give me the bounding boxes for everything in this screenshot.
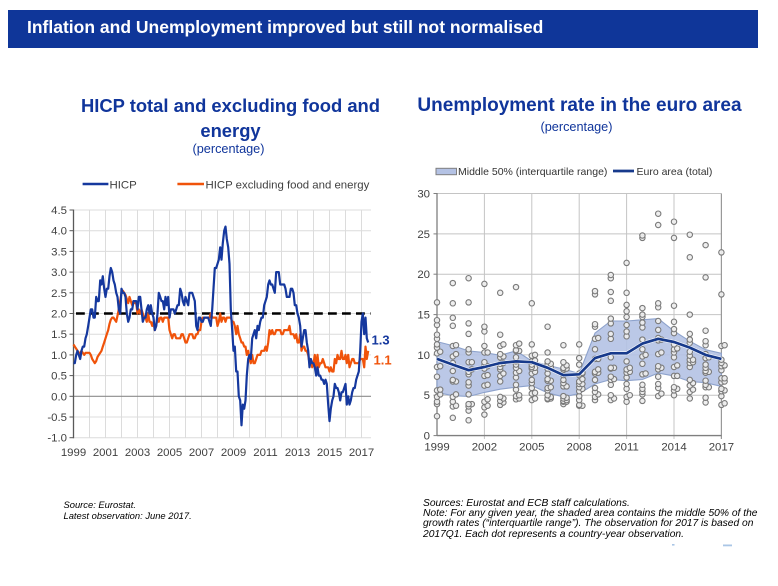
svg-text:25: 25 <box>417 229 430 241</box>
svg-text:1.5: 1.5 <box>51 329 67 341</box>
svg-text:2011: 2011 <box>614 442 639 454</box>
svg-text:0.0: 0.0 <box>51 391 67 403</box>
svg-text:2015: 2015 <box>317 447 342 459</box>
svg-text:2003: 2003 <box>125 447 150 459</box>
svg-text:2014: 2014 <box>661 442 686 454</box>
svg-text:2002: 2002 <box>472 442 497 454</box>
svg-text:HICP excluding food and energy: HICP excluding food and energy <box>206 179 370 191</box>
svg-text:10: 10 <box>417 350 430 362</box>
svg-text:1999: 1999 <box>61 447 86 459</box>
svg-text:2005: 2005 <box>519 442 544 454</box>
svg-text:2017: 2017 <box>349 447 374 459</box>
svg-text:2007: 2007 <box>189 447 214 459</box>
svg-text:15: 15 <box>417 310 430 322</box>
svg-text:2017: 2017 <box>709 442 734 454</box>
svg-text:HICP: HICP <box>110 179 137 191</box>
svg-text:0: 0 <box>424 431 430 443</box>
svg-text:1999: 1999 <box>424 442 449 454</box>
svg-text:3.0: 3.0 <box>51 267 67 279</box>
svg-text:30: 30 <box>417 189 430 201</box>
svg-text:2005: 2005 <box>157 447 182 459</box>
svg-text:Middle 50% (interquartile rang: Middle 50% (interquartile range) <box>458 166 607 178</box>
svg-text:2011: 2011 <box>253 447 278 459</box>
svg-text:5: 5 <box>424 390 430 402</box>
svg-text:2001: 2001 <box>93 447 118 459</box>
svg-text:4.0: 4.0 <box>51 226 67 238</box>
svg-text:20: 20 <box>417 269 430 281</box>
svg-text:1.1: 1.1 <box>374 353 392 368</box>
svg-text:0.5: 0.5 <box>51 371 67 383</box>
svg-text:-1.0: -1.0 <box>47 433 67 445</box>
svg-text:3.5: 3.5 <box>51 246 67 258</box>
svg-text:1.3: 1.3 <box>372 333 390 348</box>
svg-text:2.0: 2.0 <box>51 309 67 321</box>
svg-text:2008: 2008 <box>567 442 592 454</box>
svg-text:2009: 2009 <box>221 447 246 459</box>
svg-text:4.5: 4.5 <box>51 205 67 217</box>
svg-text:2013: 2013 <box>285 447 310 459</box>
svg-text:2.5: 2.5 <box>51 288 67 300</box>
svg-text:1.0: 1.0 <box>51 350 67 362</box>
svg-text:-0.5: -0.5 <box>47 412 67 424</box>
svg-text:Euro area (total): Euro area (total) <box>637 166 713 178</box>
